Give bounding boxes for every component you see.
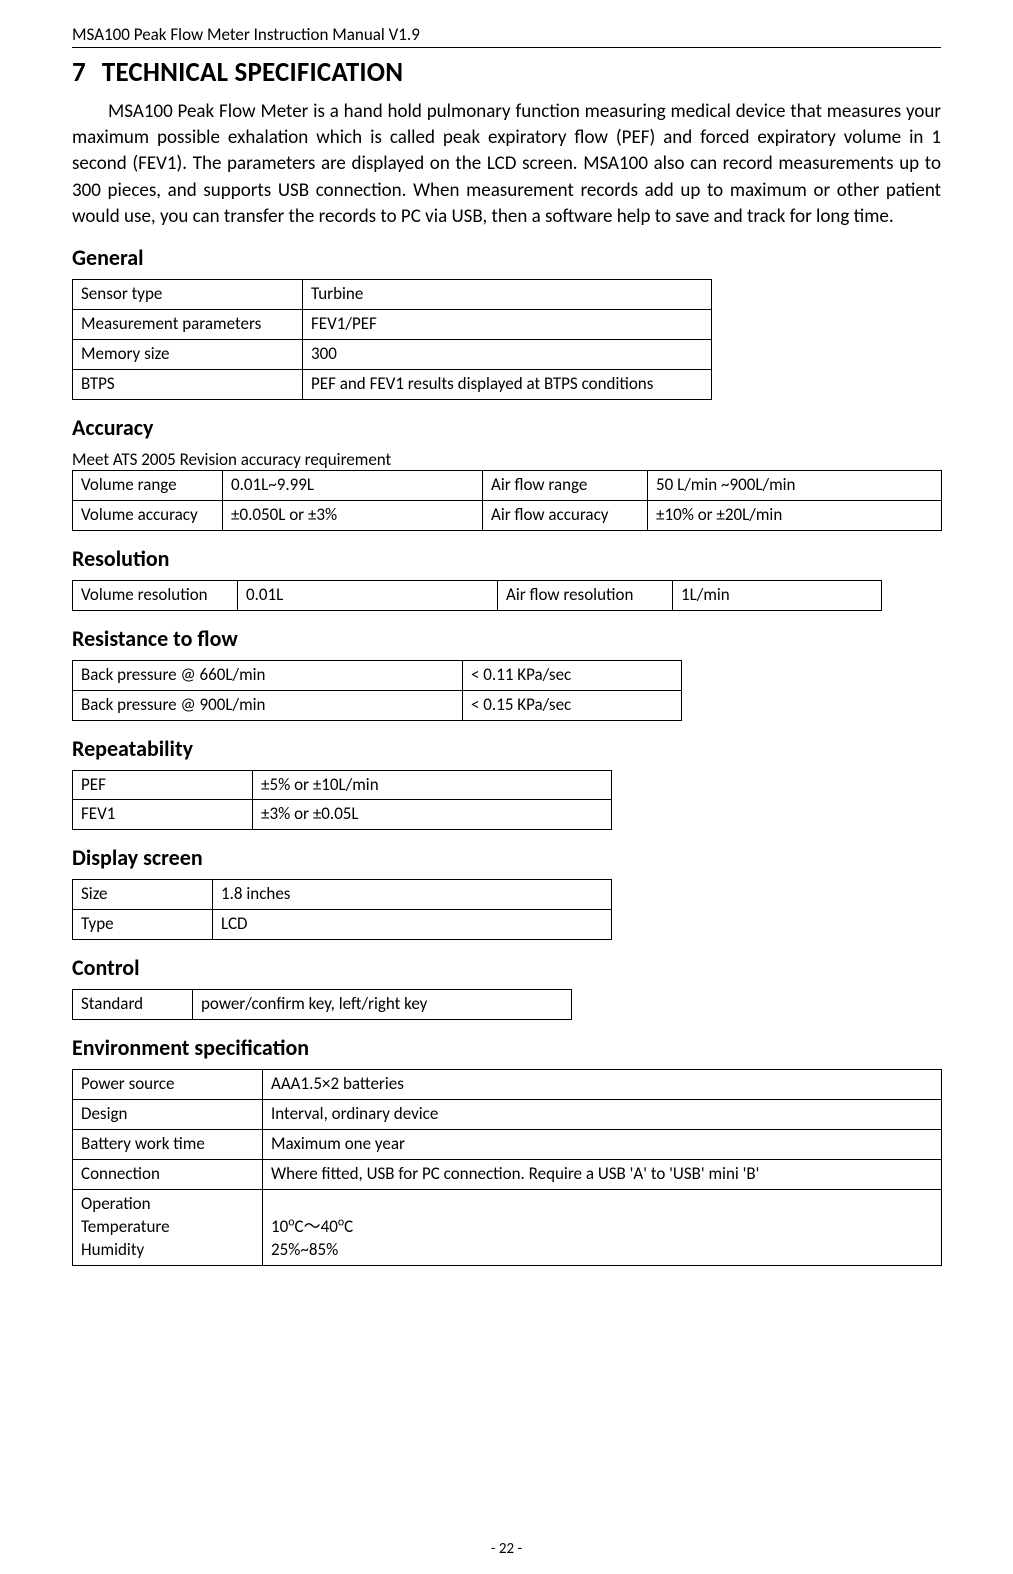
table-row: Standardpower/confirm key, left/right ke… (73, 990, 572, 1020)
cell: ±5% or ±10L/min (253, 770, 612, 800)
accuracy-table: Volume range 0.01L~9.99L Air flow range … (72, 470, 942, 531)
cell: 300 (303, 339, 712, 369)
section-number: 7 (72, 56, 86, 89)
general-heading: General (72, 244, 941, 271)
table-row: Measurement parametersFEV1/PEF (73, 310, 712, 340)
cell: Volume resolution (73, 580, 238, 610)
document-page: MSA100 Peak Flow Meter Instruction Manua… (0, 0, 1013, 1574)
cell: Where fitted, USB for PC connection. Req… (263, 1160, 942, 1190)
cell: Measurement parameters (73, 310, 303, 340)
cell: 50 L/min ~900L/min (648, 470, 942, 500)
table-row: TypeLCD (73, 910, 612, 940)
cell: ±3% or ±0.05L (253, 800, 612, 830)
cell: Air flow range (483, 470, 648, 500)
table-row: DesignInterval, ordinary device (73, 1100, 942, 1130)
table-row: Sensor typeTurbine (73, 280, 712, 310)
cell: < 0.11 KPa/sec (463, 660, 682, 690)
table-row: Battery work timeMaximum one year (73, 1130, 942, 1160)
table-row: Operation Temperature Humidity 10oC～40oC… (73, 1189, 942, 1265)
cell: Back pressure @ 660L/min (73, 660, 463, 690)
table-row: Volume resolution 0.01L Air flow resolut… (73, 580, 882, 610)
accuracy-note: Meet ATS 2005 Revision accuracy requirem… (72, 449, 941, 470)
environment-table: Power sourceAAA1.5×2 batteries DesignInt… (72, 1069, 942, 1266)
control-table: Standardpower/confirm key, left/right ke… (72, 989, 572, 1020)
display-table: Size1.8 inches TypeLCD (72, 879, 612, 940)
table-row: Volume accuracy ±0.050L or ±3% Air flow … (73, 500, 942, 530)
table-row: Volume range 0.01L~9.99L Air flow range … (73, 470, 942, 500)
table-row: Memory size300 (73, 339, 712, 369)
resolution-heading: Resolution (72, 545, 941, 572)
cell: Sensor type (73, 280, 303, 310)
cell: 0.01L (238, 580, 498, 610)
cell: AAA1.5×2 batteries (263, 1070, 942, 1100)
accuracy-heading: Accuracy (72, 414, 941, 441)
cell: 10oC～40oC25%~85% (263, 1189, 942, 1265)
repeatability-heading: Repeatability (72, 735, 941, 762)
table-row: Power sourceAAA1.5×2 batteries (73, 1070, 942, 1100)
resolution-table: Volume resolution 0.01L Air flow resolut… (72, 580, 882, 611)
cell: Turbine (303, 280, 712, 310)
cell: Battery work time (73, 1130, 263, 1160)
cell: ±10% or ±20L/min (648, 500, 942, 530)
control-heading: Control (72, 954, 941, 981)
cell: Standard (73, 990, 193, 1020)
section-title: TECHNICAL SPECIFICATION (102, 56, 403, 89)
repeatability-table: PEF±5% or ±10L/min FEV1±3% or ±0.05L (72, 770, 612, 831)
table-row: PEF±5% or ±10L/min (73, 770, 612, 800)
cell: Operation Temperature Humidity (73, 1189, 263, 1265)
cell: LCD (213, 910, 612, 940)
cell: Air flow accuracy (483, 500, 648, 530)
cell: Memory size (73, 339, 303, 369)
cell: BTPS (73, 369, 303, 399)
display-heading: Display screen (72, 844, 941, 871)
table-row: FEV1±3% or ±0.05L (73, 800, 612, 830)
cell: Volume range (73, 470, 223, 500)
table-row: Back pressure @ 900L/min< 0.15 KPa/sec (73, 690, 682, 720)
page-header: MSA100 Peak Flow Meter Instruction Manua… (72, 24, 941, 48)
cell: ±0.050L or ±3% (223, 500, 483, 530)
cell: power/confirm key, left/right key (193, 990, 572, 1020)
cell: FEV1 (73, 800, 253, 830)
section-heading: 7 TECHNICAL SPECIFICATION (72, 56, 941, 89)
environment-heading: Environment specification (72, 1034, 941, 1061)
cell: PEF and FEV1 results displayed at BTPS c… (303, 369, 712, 399)
cell: Size (73, 880, 213, 910)
table-row: Size1.8 inches (73, 880, 612, 910)
cell: Volume accuracy (73, 500, 223, 530)
cell: 1L/min (673, 580, 882, 610)
cell: PEF (73, 770, 253, 800)
cell: Back pressure @ 900L/min (73, 690, 463, 720)
cell: Maximum one year (263, 1130, 942, 1160)
table-row: Back pressure @ 660L/min< 0.11 KPa/sec (73, 660, 682, 690)
intro-paragraph: MSA100 Peak Flow Meter is a hand hold pu… (72, 99, 941, 230)
cell: Interval, ordinary device (263, 1100, 942, 1130)
general-table: Sensor typeTurbine Measurement parameter… (72, 279, 712, 400)
cell: Connection (73, 1160, 263, 1190)
cell: 0.01L~9.99L (223, 470, 483, 500)
cell: Type (73, 910, 213, 940)
cell: 1.8 inches (213, 880, 612, 910)
cell: Power source (73, 1070, 263, 1100)
cell: < 0.15 KPa/sec (463, 690, 682, 720)
cell: Design (73, 1100, 263, 1130)
cell: Air flow resolution (498, 580, 673, 610)
resistance-table: Back pressure @ 660L/min< 0.11 KPa/sec B… (72, 660, 682, 721)
page-footer: - 22 - (0, 1540, 1013, 1558)
cell: FEV1/PEF (303, 310, 712, 340)
table-row: BTPSPEF and FEV1 results displayed at BT… (73, 369, 712, 399)
table-row: ConnectionWhere fitted, USB for PC conne… (73, 1160, 942, 1190)
resistance-heading: Resistance to flow (72, 625, 941, 652)
